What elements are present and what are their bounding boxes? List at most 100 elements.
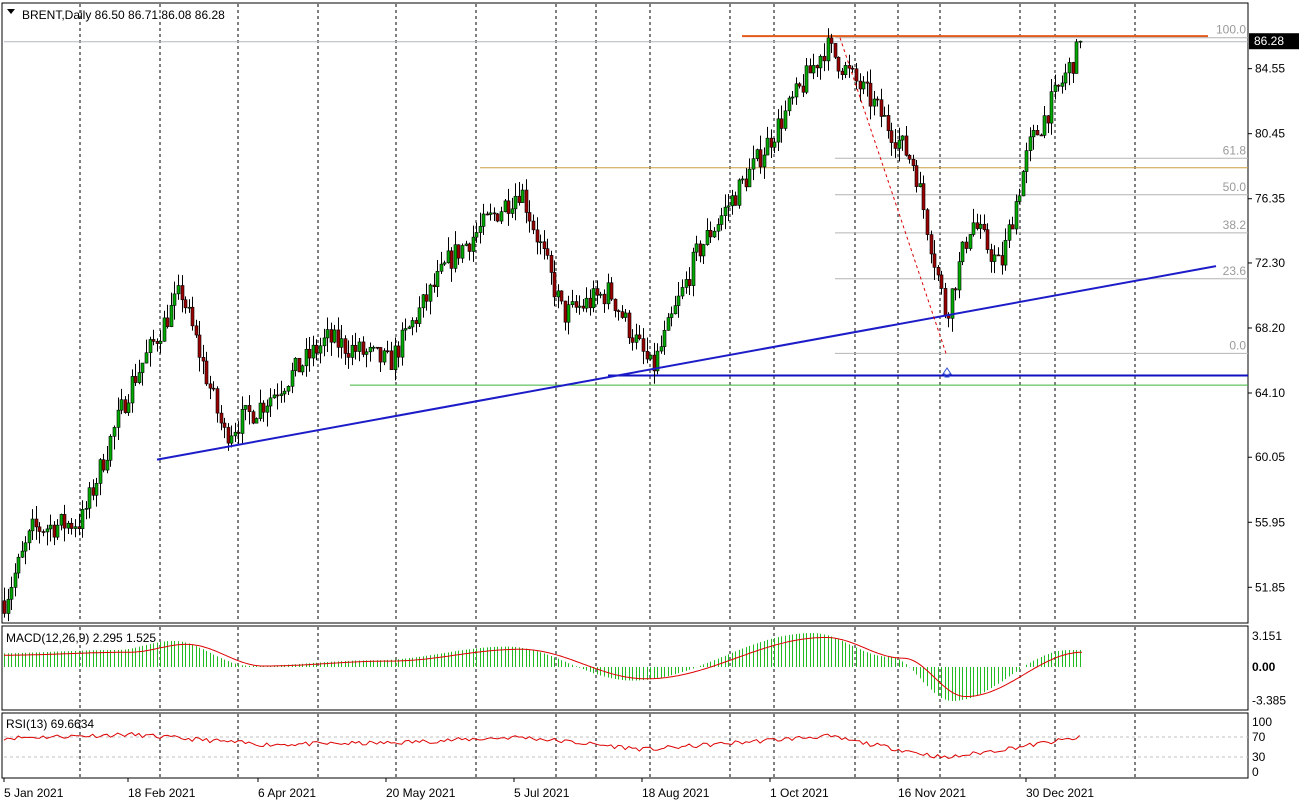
candle-body [535, 229, 540, 243]
candle-body [776, 118, 781, 143]
candle-body [1035, 130, 1040, 136]
candle-body [826, 37, 831, 62]
candle-body [978, 223, 983, 229]
candle-body [453, 244, 458, 269]
candle-body [272, 394, 277, 399]
candle-body [634, 334, 639, 343]
candle-body [187, 306, 192, 309]
macd-label: MACD(12,26,9) 2.295 1.525 [6, 631, 156, 645]
ascending-trendline [156, 265, 1217, 461]
trend-overlays [156, 37, 1217, 461]
candle-body [265, 405, 270, 413]
time-tick-label: 16 Nov 2021 [898, 786, 966, 800]
candle-body [982, 223, 987, 230]
candle-body [1042, 115, 1047, 136]
candle-body [1017, 195, 1022, 202]
candle-body [1071, 62, 1076, 74]
candle-body [478, 226, 483, 233]
candle-body [602, 293, 607, 305]
candle-body [996, 254, 1001, 257]
candle-body [932, 253, 937, 268]
candle-body [804, 65, 809, 93]
candle-body [481, 213, 486, 227]
candle-body [275, 394, 280, 397]
macd-panel-frame [1, 625, 1249, 711]
candle-body [598, 293, 603, 296]
up-arrow-icon [942, 367, 952, 378]
candle-body [730, 195, 735, 207]
candle-body [400, 329, 405, 358]
candle-body [190, 306, 195, 327]
candle-body [684, 279, 689, 288]
candle-body [950, 288, 955, 319]
candle-body [716, 224, 721, 232]
candle-body [563, 300, 568, 323]
candle-body [520, 189, 525, 203]
candle-body [13, 572, 18, 588]
collapse-triangle-icon[interactable] [7, 9, 15, 14]
candle-body [268, 397, 273, 407]
candle-body [165, 317, 170, 327]
candle-body [921, 183, 926, 211]
candle-body [985, 229, 990, 250]
candle-body [428, 284, 433, 302]
candle-body [55, 524, 60, 538]
candle-body [637, 334, 642, 339]
candle-body [1003, 239, 1008, 266]
candle-body [495, 213, 500, 222]
candle-body [552, 272, 557, 298]
candle-body [424, 294, 429, 302]
candle-body [297, 357, 302, 373]
candle-body [69, 522, 74, 529]
candle-body [442, 262, 447, 265]
rsi-tick-label: 0 [1252, 765, 1259, 779]
macd-tick-label: 0.00 [1252, 660, 1276, 674]
candle-body [797, 83, 802, 87]
candle-body [290, 370, 295, 387]
time-axis: 5 Jan 2021 18 Feb 2021 6 Apr 2021 20 May 20… [3, 778, 1094, 800]
price-tick-label: 72.30 [1255, 256, 1285, 270]
candle-body [414, 320, 419, 324]
candle-body [382, 350, 387, 363]
candle-body [790, 96, 795, 99]
candle-body [77, 526, 82, 529]
candle-body [91, 487, 96, 496]
candle-body [6, 598, 11, 614]
candle-body [80, 509, 85, 529]
candle-body [623, 312, 628, 318]
candle-body [559, 290, 564, 302]
candle-body [311, 344, 316, 359]
candle-body [882, 115, 887, 117]
fib-level-label: 38.2 [1223, 218, 1247, 232]
candle-body [783, 110, 788, 129]
candle-body [1078, 40, 1083, 43]
candle-body [581, 305, 586, 309]
candle-body [1056, 84, 1061, 87]
candle-body [389, 350, 394, 370]
fib-level-label: 50.0 [1223, 180, 1247, 194]
candle-body [350, 344, 355, 358]
candle-body [769, 137, 774, 148]
candle-body [84, 507, 89, 510]
candle-body [648, 354, 653, 360]
candle-body [936, 267, 941, 276]
candle-body [1049, 91, 1054, 124]
candle-body [929, 234, 934, 255]
candle-body [229, 435, 234, 444]
candle-body [687, 279, 692, 286]
candle-body [772, 141, 777, 148]
candle-body [144, 352, 149, 364]
candle-body [378, 347, 383, 363]
candle-body [140, 362, 145, 373]
candle-body [808, 65, 813, 74]
candle-body [517, 195, 522, 203]
symbol-header: BRENT,Daily 86.50 86.71 86.08 86.28 [22, 8, 225, 22]
fib-level-label: 0.0 [1229, 338, 1246, 352]
candle-body [868, 82, 873, 107]
candle-body [471, 236, 476, 252]
candle-body [900, 135, 905, 141]
candle-body [503, 200, 508, 212]
candle-body [694, 243, 699, 253]
candle-body [893, 142, 898, 149]
